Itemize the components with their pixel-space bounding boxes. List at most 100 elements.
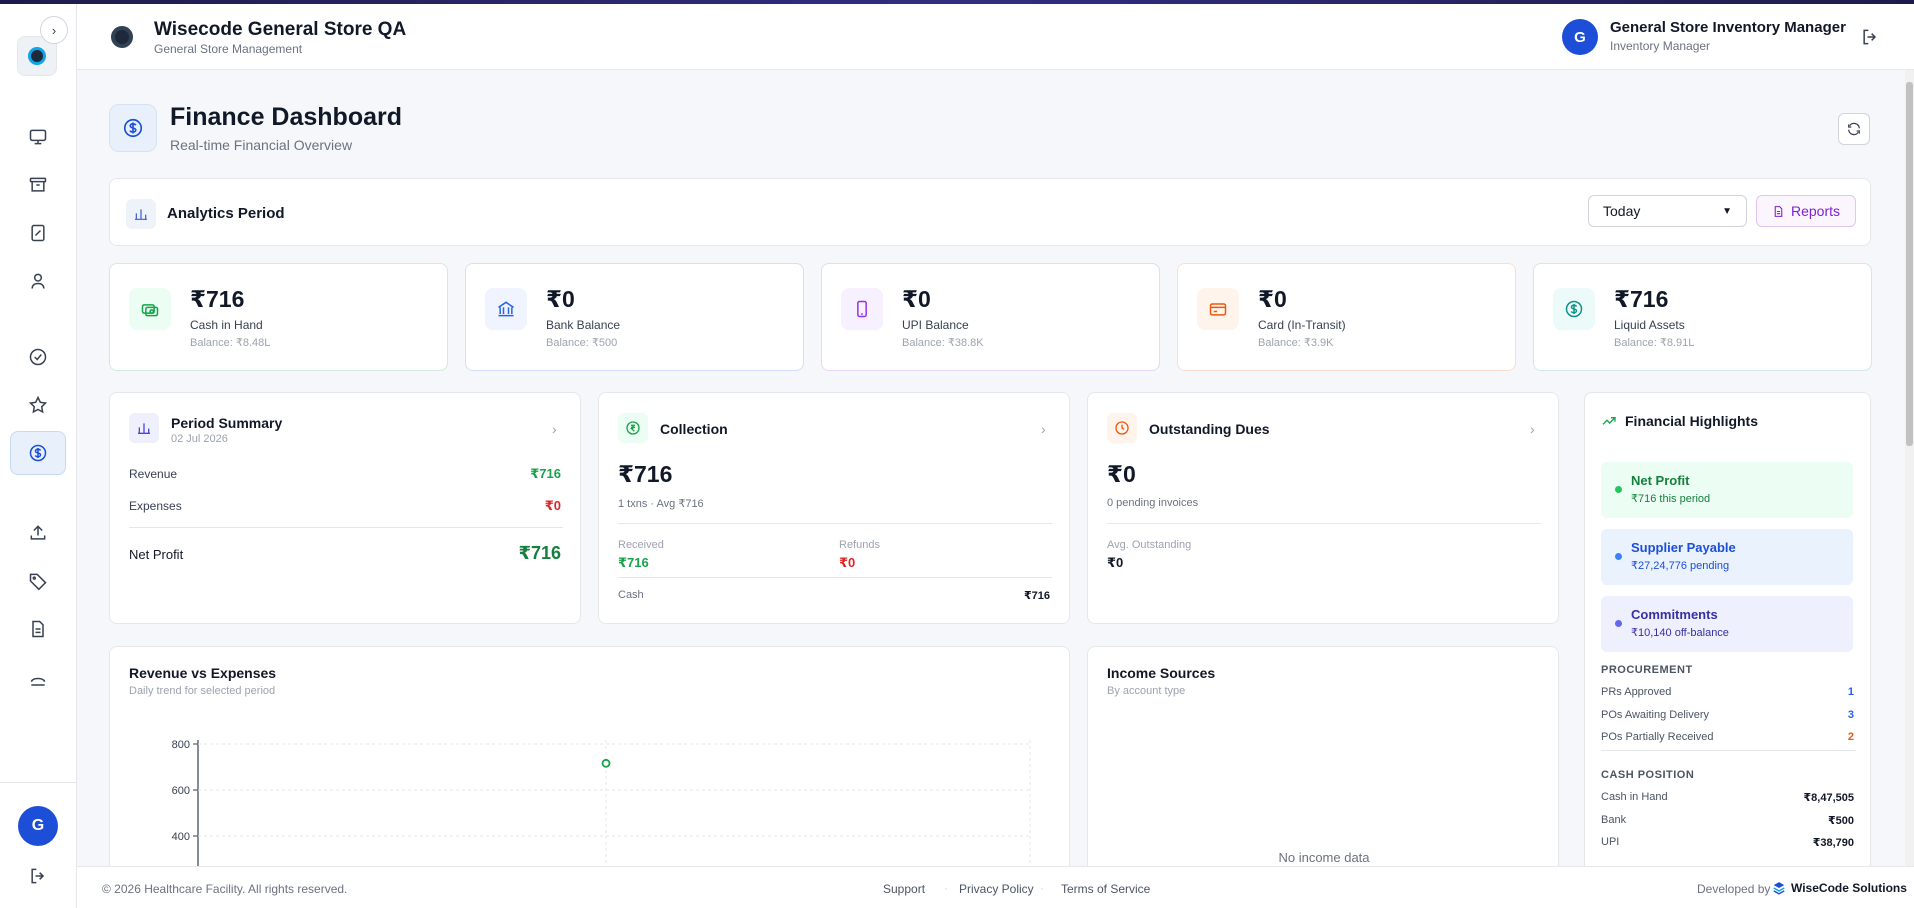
sidebar-item-inventory[interactable] <box>10 163 66 207</box>
footer-support-link[interactable]: Support <box>883 882 926 896</box>
clock-icon <box>1107 413 1137 443</box>
kv-value: 3 <box>1847 708 1854 721</box>
income-sources-subtitle: By account type <box>1107 685 1186 697</box>
bank-icon <box>498 301 514 317</box>
financial-highlights-card: Financial Highlights Net Profit ₹716 thi… <box>1584 392 1871 866</box>
user-avatar[interactable]: G <box>1562 19 1598 55</box>
sidebar-item-finance[interactable] <box>10 431 66 475</box>
rupee-circle-icon <box>618 413 648 443</box>
sidebar-item-approvals[interactable] <box>10 335 66 379</box>
stat-label: Card (In-Transit) <box>1258 318 1346 332</box>
scrollbar-thumb[interactable] <box>1906 82 1913 446</box>
cash-label: Cash <box>618 589 644 601</box>
card-icon <box>1209 303 1227 316</box>
kv-label: Cash in Hand <box>1601 791 1668 803</box>
sidebar-item-more[interactable] <box>10 668 66 692</box>
refresh-button[interactable] <box>1838 113 1870 145</box>
income-sources-title: Income Sources <box>1107 665 1216 681</box>
footer-terms-link[interactable]: Terms of Service <box>1061 882 1151 896</box>
monitor-icon <box>29 129 47 145</box>
period-select[interactable]: Today ▼ <box>1588 195 1747 227</box>
sidebar-toggle-button[interactable]: › <box>40 16 68 44</box>
cash-icon <box>141 304 159 317</box>
highlight-item[interactable]: Supplier Payable ₹27,24,776 pending <box>1601 529 1853 585</box>
stat-value: ₹716 <box>190 286 245 312</box>
stat-card[interactable]: ₹716 Liquid Assets Balance: ₹8.91L <box>1533 263 1872 371</box>
revenue-chart-title: Revenue vs Expenses <box>129 665 277 681</box>
chevron-right-icon: › <box>552 421 557 437</box>
tag-icon <box>29 573 47 591</box>
kv-value: ₹500 <box>1827 814 1854 827</box>
footer-company-link[interactable]: WiseCode Solutions <box>1791 881 1907 895</box>
kv-label: UPI <box>1601 836 1620 848</box>
highlight-title: Net Profit <box>1631 473 1690 488</box>
sidebar-item-pricing[interactable] <box>10 559 66 603</box>
collection-amount: ₹716 <box>618 461 673 487</box>
stat-card[interactable]: ₹0 Bank Balance Balance: ₹500 <box>465 263 804 371</box>
net-profit-value: ₹716 <box>518 543 561 563</box>
avg-outstanding-value: ₹0 <box>1107 555 1124 570</box>
highlight-subtitle: ₹716 this period <box>1631 493 1711 505</box>
document-icon <box>32 620 44 638</box>
highlight-item[interactable]: Commitments ₹10,140 off-balance <box>1601 596 1853 652</box>
stat-value: ₹0 <box>902 286 931 312</box>
revenue-label: Revenue <box>129 467 178 481</box>
app-title: Wisecode General Store QA <box>154 19 407 40</box>
stat-card[interactable]: ₹716 Cash in Hand Balance: ₹8.48L <box>109 263 448 371</box>
sidebar-item-billing[interactable] <box>10 211 66 255</box>
dollar-circle-icon <box>123 118 143 138</box>
net-profit-label: Net Profit <box>129 547 184 562</box>
outstanding-amount: ₹0 <box>1107 461 1136 487</box>
chevron-right-icon: › <box>1041 421 1046 437</box>
report-icon <box>1774 205 1783 217</box>
sidebar-item-upload[interactable] <box>10 511 66 555</box>
kv-value: ₹8,47,505 <box>1803 792 1854 804</box>
sidebar-avatar[interactable]: G <box>18 806 58 846</box>
stat-value: ₹716 <box>1614 286 1669 312</box>
top-header: Wisecode General Store QA General Store … <box>77 4 1914 70</box>
sidebar-divider <box>0 782 77 783</box>
stat-icon <box>841 288 883 330</box>
logout-icon[interactable] <box>28 866 48 886</box>
highlight-subtitle: ₹10,140 off-balance <box>1631 627 1729 639</box>
sidebar-item-users[interactable] <box>10 259 66 303</box>
revenue-chart: 400 600 800 <box>172 739 1031 866</box>
financial-highlights-title: Financial Highlights <box>1625 413 1759 429</box>
footer-privacy-link[interactable]: Privacy Policy <box>959 882 1034 896</box>
main-scrollbar[interactable] <box>1905 70 1914 866</box>
footer-separator: · <box>1040 881 1044 895</box>
period-summary-title: Period Summary <box>171 415 283 431</box>
procurement-heading: PROCUREMENT <box>1601 664 1693 676</box>
collection-card[interactable]: Collection › ₹716 1 txns · Avg ₹716 Rece… <box>598 392 1070 624</box>
brand-logo-icon <box>111 26 133 48</box>
cash-value: ₹716 <box>1023 590 1050 602</box>
stat-card[interactable]: ₹0 UPI Balance Balance: ₹38.8K <box>821 263 1160 371</box>
kv-value: 2 <box>1847 731 1854 743</box>
revenue-point <box>601 758 611 768</box>
sidebar-item-favorites[interactable] <box>10 383 66 427</box>
revenue-expenses-card: Revenue vs Expenses Daily trend for sele… <box>109 646 1070 866</box>
period-summary-card[interactable]: Period Summary 02 Jul 2026 › Revenue ₹71… <box>109 392 581 624</box>
kv-label: PRs Approved <box>1601 686 1672 698</box>
user-role: Inventory Manager <box>1610 39 1711 53</box>
sidebar-item-documents[interactable] <box>10 607 66 651</box>
header-logout-icon[interactable] <box>1860 27 1880 47</box>
income-sources-card: Income Sources By account type No income… <box>1087 646 1559 866</box>
trending-up-icon <box>1602 417 1616 425</box>
sidebar-item-dashboard[interactable] <box>10 115 66 159</box>
divider <box>618 523 1052 524</box>
refresh-icon <box>1848 122 1860 136</box>
stat-value: ₹0 <box>546 286 575 312</box>
y-tick-label: 800 <box>172 739 190 751</box>
stat-value: ₹0 <box>1258 286 1287 312</box>
highlight-item[interactable]: Net Profit ₹716 this period <box>1601 462 1853 518</box>
chevron-right-icon: › <box>51 22 57 38</box>
outstanding-dues-card[interactable]: Outstanding Dues › ₹0 0 pending invoices… <box>1087 392 1559 624</box>
footer-copyright: © 2026 Healthcare Facility. All rights r… <box>102 882 348 896</box>
reports-button[interactable]: Reports <box>1756 195 1856 227</box>
kv-label: POs Partially Received <box>1601 731 1714 743</box>
stat-card[interactable]: ₹0 Card (In-Transit) Balance: ₹3.9K <box>1177 263 1516 371</box>
stat-icon <box>1197 288 1239 330</box>
received-label: Received <box>618 539 664 551</box>
refunds-value: ₹0 <box>839 555 856 570</box>
